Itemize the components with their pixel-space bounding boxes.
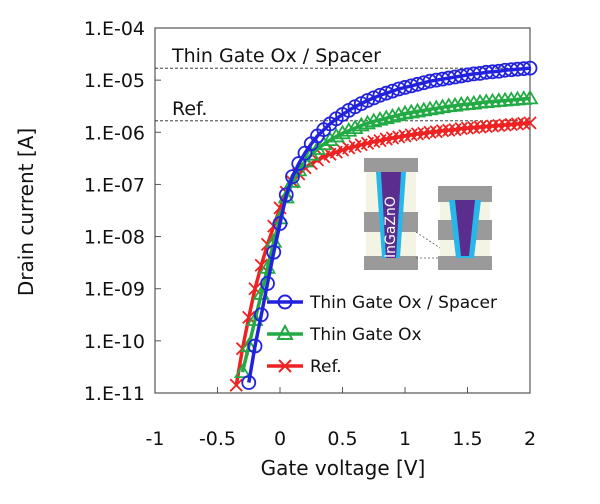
y-axis-title: Drain current [A] bbox=[14, 128, 38, 296]
data-point bbox=[308, 140, 327, 155]
data-point bbox=[408, 102, 427, 118]
x-tick-label: 0 bbox=[274, 428, 286, 450]
data-point bbox=[321, 131, 339, 147]
data-point bbox=[233, 363, 252, 379]
annotation-label: Thin Gate Ox / Spacer bbox=[171, 45, 381, 67]
data-point bbox=[516, 61, 532, 77]
data-point bbox=[253, 307, 269, 323]
legend-label: Thin Gate Ox bbox=[309, 325, 422, 345]
data-point bbox=[427, 99, 445, 115]
series-group bbox=[229, 60, 539, 392]
data-point bbox=[358, 114, 377, 130]
data-point bbox=[365, 112, 383, 128]
data-point bbox=[240, 337, 258, 352]
y-tick-label: 1.E-06 bbox=[84, 122, 145, 144]
legend-label: Ref. bbox=[310, 357, 342, 377]
x-tick-label: 1 bbox=[399, 428, 411, 450]
data-point bbox=[242, 310, 256, 325]
data-point bbox=[278, 187, 294, 203]
device-cross-section-inset: InGaZnO bbox=[364, 158, 492, 270]
data-point bbox=[285, 169, 300, 185]
legend-entry-ref: Ref. bbox=[267, 357, 342, 377]
x-tick-label: -0.5 bbox=[199, 428, 236, 450]
x-tick-label: 1.5 bbox=[452, 428, 482, 450]
legend-entry-thin-gate-ox-spacer: Thin Gate Ox / Spacer bbox=[267, 293, 497, 313]
data-point bbox=[446, 96, 464, 112]
legend-label: Thin Gate Ox / Spacer bbox=[309, 293, 497, 313]
data-point bbox=[229, 378, 243, 392]
data-point bbox=[266, 244, 282, 260]
data-point bbox=[433, 98, 452, 114]
x-tick-label: 0.5 bbox=[327, 428, 357, 450]
data-point bbox=[340, 121, 358, 137]
legend: Thin Gate Ox / Spacer Thin Gate Ox Ref. bbox=[267, 293, 497, 377]
data-point bbox=[383, 107, 402, 123]
y-tick-label: 1.E-11 bbox=[84, 383, 145, 405]
data-point bbox=[421, 100, 439, 116]
data-point bbox=[272, 216, 288, 231]
data-point bbox=[260, 276, 275, 291]
data-point bbox=[377, 109, 395, 125]
data-point bbox=[298, 161, 312, 175]
y-tick-label: 1.E-07 bbox=[84, 174, 145, 196]
inset-material-label: InGaZnO bbox=[383, 196, 399, 258]
tick-group: -1 -0.5 0 0.5 1 1.5 2 1.E-11 1.E-10 1.E-09 1.E-08 1… bbox=[84, 18, 536, 450]
legend-entry-thin-gate-ox: Thin Gate Ox bbox=[267, 323, 422, 345]
data-point bbox=[241, 375, 257, 390]
series-thin-gate-ox-spacer bbox=[241, 60, 538, 390]
x-tick-label: -1 bbox=[146, 428, 165, 450]
y-tick-label: 1.E-10 bbox=[84, 331, 145, 353]
data-point bbox=[390, 106, 408, 121]
x-axis-title: Gate voltage [V] bbox=[261, 456, 426, 480]
data-point bbox=[521, 89, 539, 105]
data-point bbox=[283, 173, 302, 188]
y-tick-label: 1.E-04 bbox=[84, 18, 145, 40]
data-point bbox=[315, 135, 333, 151]
data-point bbox=[327, 127, 345, 143]
data-point bbox=[522, 60, 538, 76]
data-point bbox=[246, 311, 264, 326]
data-point bbox=[371, 110, 389, 126]
data-point bbox=[523, 116, 537, 130]
x-tick-label: 2 bbox=[524, 428, 536, 450]
data-point bbox=[396, 104, 414, 120]
data-point bbox=[254, 258, 268, 272]
annotation-label: Ref. bbox=[172, 98, 207, 120]
data-point bbox=[346, 119, 364, 135]
data-point bbox=[402, 103, 420, 119]
data-point bbox=[465, 94, 483, 110]
y-tick-label: 1.E-08 bbox=[84, 227, 145, 249]
data-point bbox=[248, 282, 262, 296]
data-point bbox=[352, 116, 370, 132]
y-tick-label: 1.E-09 bbox=[84, 279, 145, 301]
y-tick-label: 1.E-05 bbox=[84, 70, 145, 92]
data-point bbox=[333, 124, 352, 140]
data-point bbox=[415, 101, 433, 117]
data-point bbox=[247, 338, 263, 354]
